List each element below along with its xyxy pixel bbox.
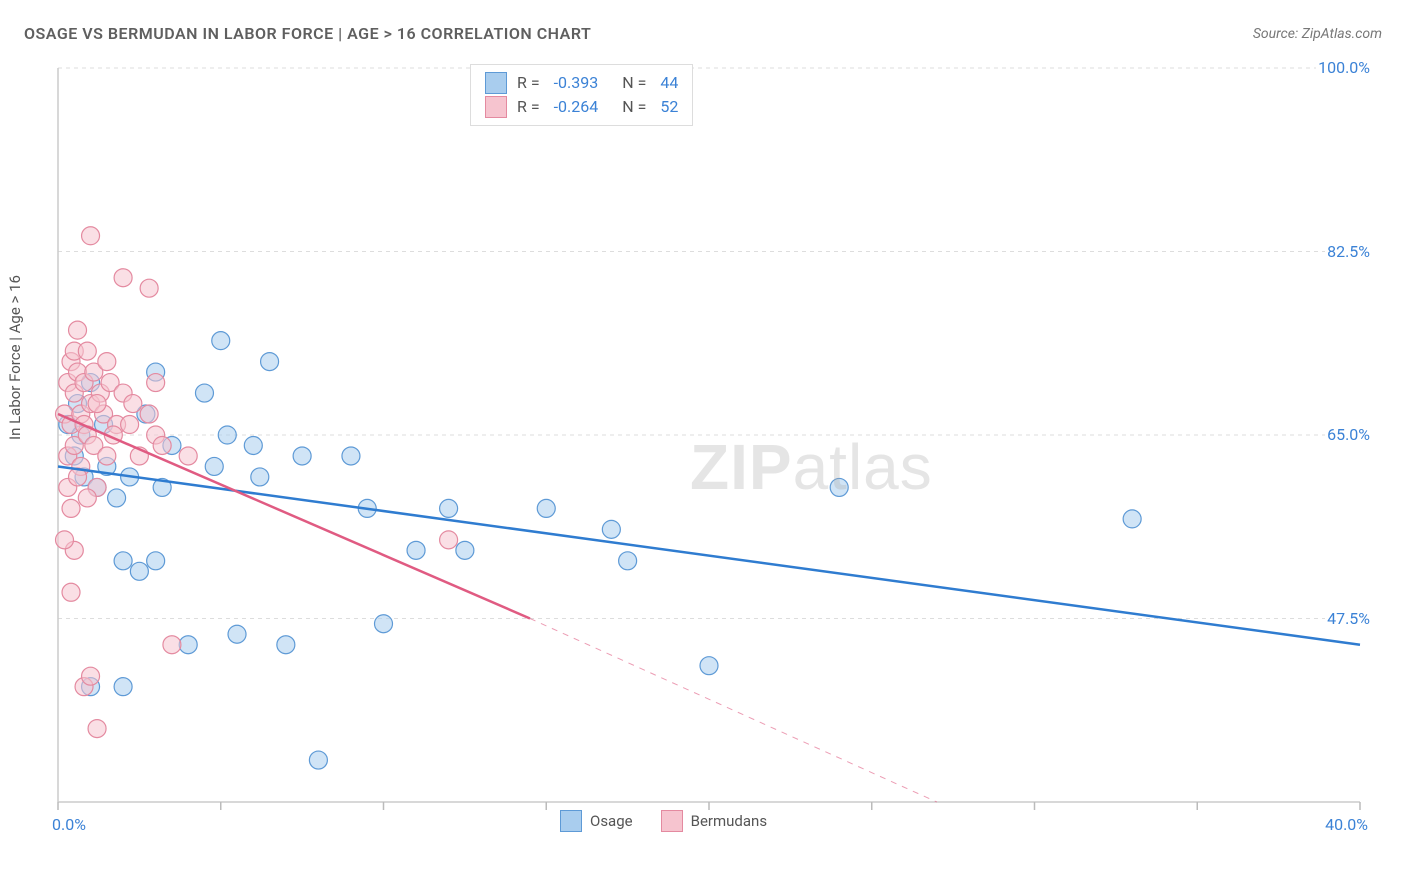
legend-row-osage: R = -0.393 N = 44 xyxy=(485,71,678,95)
source-name: ZipAtlas.com xyxy=(1302,26,1382,42)
n-label: N = xyxy=(622,95,646,119)
y-tick-label: 82.5% xyxy=(1325,242,1372,261)
swatch-bermudans xyxy=(485,96,507,118)
correlation-legend: R = -0.393 N = 44 R = -0.264 N = 52 xyxy=(470,64,693,126)
correlation-chart: ZIPatlas R = -0.393 N = 44 R = -0.264 N … xyxy=(50,60,1370,830)
y-tick-label: 100.0% xyxy=(1316,58,1372,77)
source-prefix: Source: xyxy=(1253,26,1302,42)
legend-item-osage: Osage xyxy=(560,810,633,832)
y-tick-label: 65.0% xyxy=(1325,425,1372,444)
n-label: N = xyxy=(622,71,646,95)
n-value-osage: 44 xyxy=(660,71,678,95)
y-tick-label: 47.5% xyxy=(1325,609,1372,628)
legend-label-osage: Osage xyxy=(590,812,633,830)
r-label: R = xyxy=(517,95,540,119)
swatch-osage xyxy=(485,72,507,94)
r-value-osage: -0.393 xyxy=(554,71,599,95)
series-legend: Osage Bermudans xyxy=(560,810,767,832)
legend-label-bermudans: Bermudans xyxy=(691,812,767,830)
n-value-bermudans: 52 xyxy=(660,95,678,119)
chart-title: OSAGE VS BERMUDAN IN LABOR FORCE | AGE >… xyxy=(24,24,591,43)
r-value-bermudans: -0.264 xyxy=(554,95,599,119)
x-tick-min: 0.0% xyxy=(52,815,86,834)
x-tick-max: 40.0% xyxy=(1325,815,1368,834)
y-axis-label: In Labor Force | Age > 16 xyxy=(6,275,24,440)
swatch-osage-bottom xyxy=(560,810,582,832)
source-attribution: Source: ZipAtlas.com xyxy=(1253,26,1382,42)
r-label: R = xyxy=(517,71,540,95)
legend-item-bermudans: Bermudans xyxy=(661,810,767,832)
chart-svg xyxy=(50,60,1370,830)
legend-row-bermudans: R = -0.264 N = 52 xyxy=(485,95,678,119)
swatch-bermudans-bottom xyxy=(661,810,683,832)
